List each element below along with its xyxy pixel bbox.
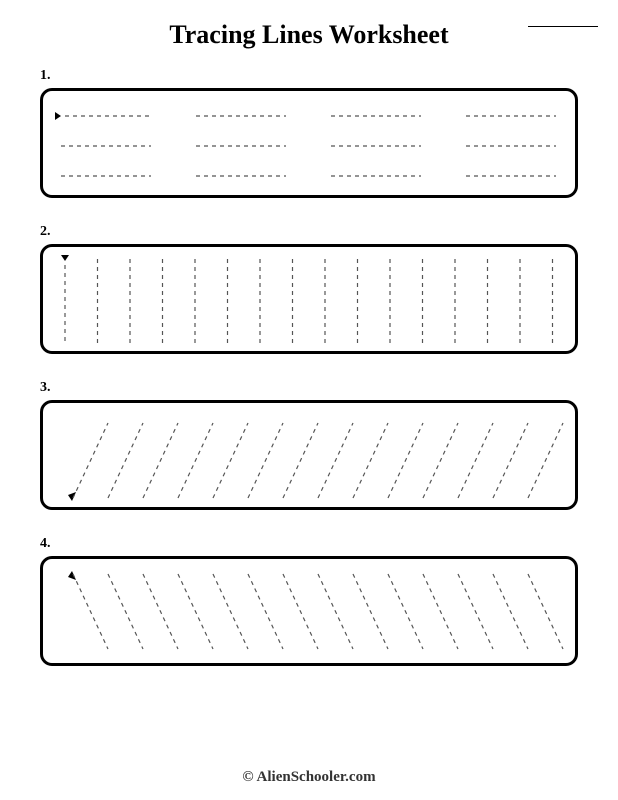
arrow-upright-icon bbox=[68, 492, 76, 501]
diagonal-up-lines-svg bbox=[43, 403, 575, 507]
section-3: 3. bbox=[40, 380, 578, 510]
footer-copyright: © AlienSchooler.com bbox=[0, 769, 618, 786]
tracing-box-4 bbox=[40, 556, 578, 666]
arrow-downright-icon bbox=[68, 571, 76, 580]
tracing-box-2 bbox=[40, 244, 578, 354]
dashed-lines-group bbox=[65, 259, 553, 345]
section-3-label: 3. bbox=[40, 380, 578, 396]
tracing-box-1 bbox=[40, 88, 578, 198]
header: Tracing Lines Worksheet bbox=[40, 20, 578, 50]
name-blank-line bbox=[528, 26, 598, 27]
arrow-right-icon bbox=[55, 112, 61, 120]
section-2: 2. bbox=[40, 224, 578, 354]
vertical-lines-svg bbox=[43, 247, 575, 351]
tracing-box-3 bbox=[40, 400, 578, 510]
section-1: 1. bbox=[40, 68, 578, 198]
dashed-lines-group bbox=[73, 574, 563, 649]
arrow-down-icon bbox=[61, 255, 69, 261]
dashed-lines-group bbox=[73, 423, 563, 498]
diagonal-down-lines-svg bbox=[43, 559, 575, 663]
horizontal-lines-svg bbox=[43, 91, 575, 195]
page-title: Tracing Lines Worksheet bbox=[169, 20, 448, 50]
section-4-label: 4. bbox=[40, 536, 578, 552]
section-2-label: 2. bbox=[40, 224, 578, 240]
section-4: 4. bbox=[40, 536, 578, 666]
section-1-label: 1. bbox=[40, 68, 578, 84]
dashed-lines-group bbox=[61, 116, 556, 176]
